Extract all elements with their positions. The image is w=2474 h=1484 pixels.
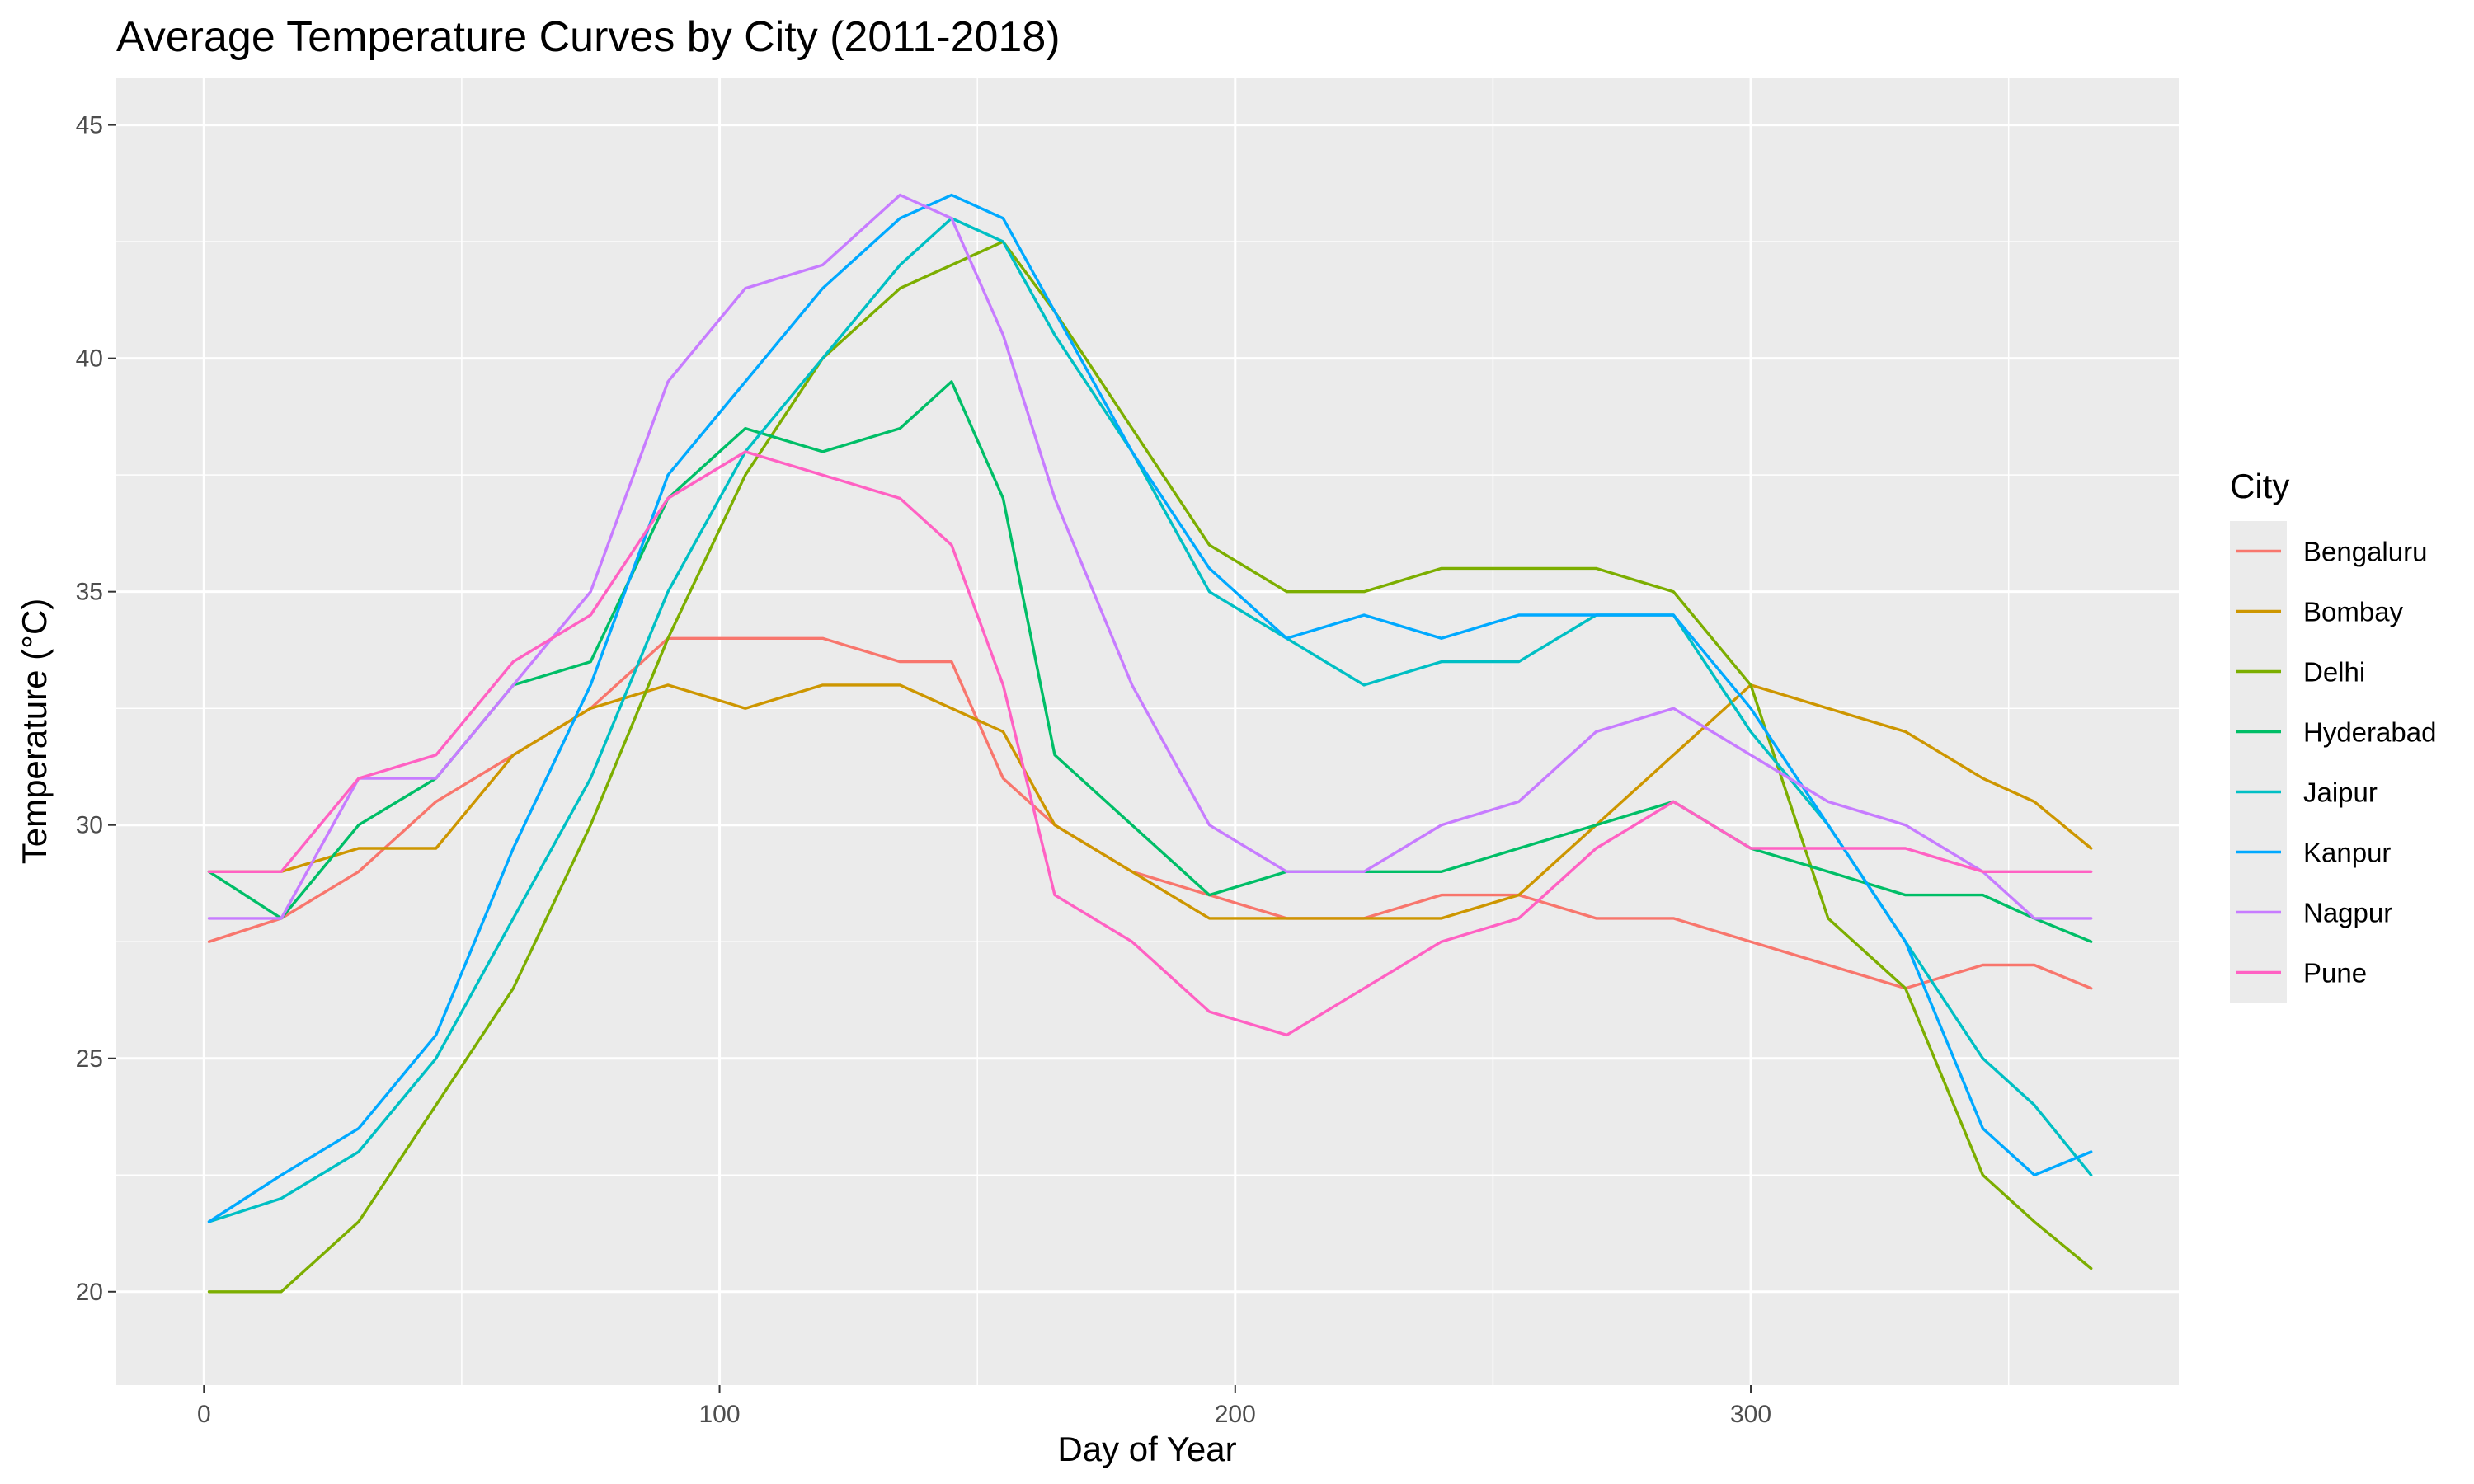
y-tick-label: 35	[76, 579, 103, 606]
series-line-pune	[207, 450, 2093, 1037]
legend: City Bengaluru Bombay Delhi Hyderabad Jaipur…	[2230, 467, 2436, 1003]
y-tick-label: 20	[76, 1279, 103, 1306]
series-line-nagpur	[207, 193, 2093, 920]
legend-label-kanpur: Kanpur	[2303, 838, 2391, 868]
series-line-delhi	[207, 240, 2093, 1294]
plot-panel	[116, 78, 2179, 1385]
legend-label-bengaluru: Bengaluru	[2303, 537, 2427, 567]
x-axis-title: Day of Year	[1057, 1430, 1236, 1468]
y-tick-label: 45	[76, 112, 103, 139]
chart-title: Average Temperature Curves by City (2011…	[116, 13, 1061, 61]
x-tick-label: 200	[1215, 1401, 1256, 1428]
series-lines	[207, 193, 2093, 1294]
x-tick-label: 300	[1730, 1401, 1771, 1428]
x-tick-label: 0	[197, 1401, 211, 1428]
legend-label-jaipur: Jaipur	[2303, 777, 2378, 808]
x-tick-label: 100	[699, 1401, 741, 1428]
legend-title: City	[2230, 467, 2289, 505]
y-tick-label: 30	[76, 812, 103, 839]
x-axis: 0 100 200 300	[197, 1385, 1771, 1428]
legend-label-hyderabad: Hyderabad	[2303, 717, 2436, 748]
y-tick-label: 40	[76, 345, 103, 373]
legend-label-bombay: Bombay	[2303, 597, 2404, 627]
y-axis: 20 25 30 35 40 45	[76, 112, 116, 1306]
y-axis-title: Temperature (°C)	[15, 599, 54, 865]
y-tick-label: 25	[76, 1045, 103, 1073]
minor-gridlines	[116, 78, 2179, 1385]
series-line-bombay	[207, 683, 2093, 920]
series-line-hyderabad	[207, 380, 2093, 943]
legend-label-delhi: Delhi	[2303, 657, 2365, 688]
legend-label-pune: Pune	[2303, 958, 2367, 989]
legend-label-nagpur: Nagpur	[2303, 898, 2392, 928]
